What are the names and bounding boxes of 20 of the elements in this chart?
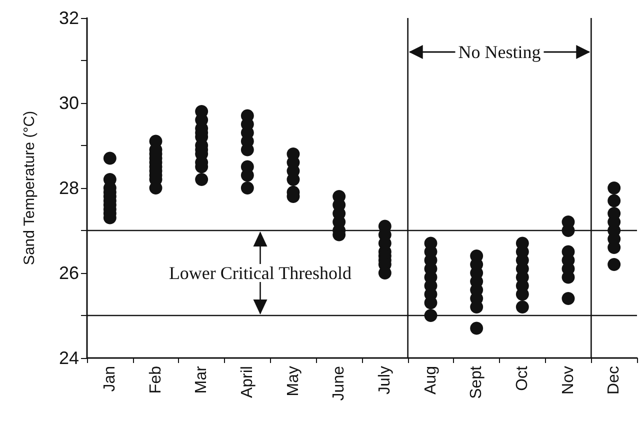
x-tick-label: Oct [514,365,531,391]
x-tick-label: Aug [422,366,440,394]
y-tick-label: 24 [58,348,79,368]
x-tick-label: Mar [193,365,210,394]
y-tick-label: 28 [58,178,79,198]
y-tick-label: 30 [58,93,79,113]
x-tick-label: April [238,366,256,398]
band-label: No Nesting [458,42,541,62]
y-tick-label: 26 [58,263,79,283]
x-tick-label: Feb [147,366,164,394]
x-tick-label: Jan [101,366,118,392]
y-tick-label: 32 [58,8,79,28]
x-tick-label: May [284,366,302,396]
x-tick-label: Nov [560,366,577,394]
y-axis-title: Sand Temperature (°C) [21,110,38,266]
x-tick-label: July [376,366,394,394]
annotation: Lower Critical Threshold [168,263,352,283]
x-tick-label: June [330,366,348,401]
x-tick-label: Sept [468,365,486,399]
x-tick-label: Dec [606,366,623,394]
